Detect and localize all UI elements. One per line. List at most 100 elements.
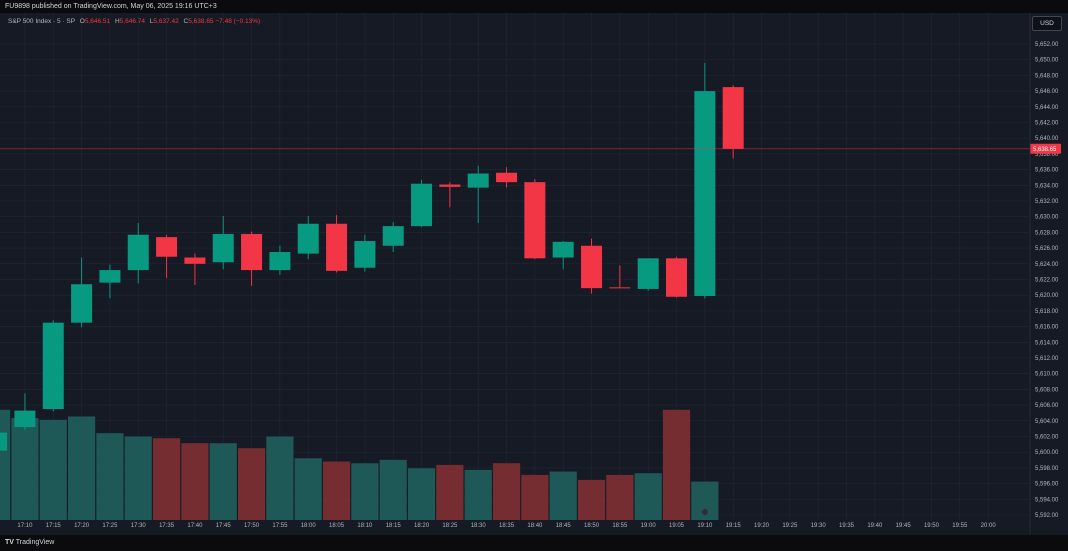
y-tick-label: 5,598.00 bbox=[1035, 466, 1059, 472]
candle bbox=[0, 432, 8, 451]
candle bbox=[184, 253, 206, 285]
candle-body bbox=[581, 245, 603, 289]
volume-bar bbox=[294, 458, 322, 520]
x-tick-label: 19:45 bbox=[896, 523, 912, 529]
x-tick-label: 17:40 bbox=[187, 523, 203, 529]
x-tick-label: 17:50 bbox=[244, 523, 260, 529]
x-tick-label: 19:40 bbox=[867, 523, 883, 529]
y-tick-label: 5,632.00 bbox=[1035, 199, 1059, 205]
x-tick-label: 19:05 bbox=[669, 523, 685, 529]
event-marker-icon bbox=[701, 508, 709, 516]
published-text: FU9898 published on TradingView.com, May… bbox=[5, 3, 217, 10]
candle-body bbox=[99, 270, 121, 283]
y-tick-label: 5,622.00 bbox=[1035, 278, 1059, 284]
volume-bar bbox=[67, 416, 96, 520]
x-tick-label: 20:00 bbox=[981, 523, 997, 529]
y-tick-label: 5,648.00 bbox=[1035, 73, 1059, 79]
candle-body bbox=[609, 287, 631, 289]
y-tick-label: 5,606.00 bbox=[1035, 403, 1059, 409]
y-tick-label: 5,592.00 bbox=[1035, 513, 1059, 519]
x-tick-label: 17:55 bbox=[272, 523, 288, 529]
candle-body bbox=[552, 241, 574, 258]
x-tick-label: 18:20 bbox=[414, 523, 430, 529]
y-tick-label: 5,636.00 bbox=[1035, 168, 1059, 174]
volume-bar bbox=[662, 409, 691, 520]
y-tick-label: 5,618.00 bbox=[1035, 309, 1059, 315]
y-tick-label: 5,602.00 bbox=[1035, 435, 1059, 441]
candle bbox=[297, 215, 319, 260]
volume-bar bbox=[351, 463, 379, 520]
volume-bar bbox=[492, 463, 521, 520]
low-value: 5,637.42 bbox=[153, 18, 179, 25]
x-tick-label: 19:55 bbox=[952, 523, 968, 529]
volume-bar bbox=[436, 464, 464, 520]
candlestick-chart[interactable]: 5,652.00 5,650.00 5,648.00 5,646.00 5,644.00… bbox=[0, 13, 1068, 535]
y-tick-label: 5,614.00 bbox=[1035, 340, 1059, 346]
candle bbox=[269, 245, 291, 275]
y-tick-label: 5,608.00 bbox=[1035, 387, 1059, 393]
symbol-name: S&P 500 Index · 5 · SP bbox=[8, 18, 75, 25]
high-label: H bbox=[114, 18, 120, 25]
candle-body bbox=[14, 410, 36, 428]
candle-body bbox=[467, 173, 489, 188]
candle-body bbox=[694, 91, 716, 296]
x-tick-label: 17:30 bbox=[131, 523, 147, 529]
candle bbox=[439, 182, 461, 208]
y-tick-label: 5,616.00 bbox=[1035, 325, 1059, 331]
y-axis: 5,652.00 5,650.00 5,648.00 5,646.00 5,644.00… bbox=[1035, 42, 1059, 519]
candle-body bbox=[269, 252, 291, 271]
x-tick-label: 18:10 bbox=[357, 523, 373, 529]
candle-body bbox=[382, 226, 404, 246]
y-tick-label: 5,596.00 bbox=[1035, 482, 1059, 488]
y-tick-label: 5,600.00 bbox=[1035, 450, 1059, 456]
x-tick-label: 19:35 bbox=[839, 523, 855, 529]
symbol-legend: S&P 500 Index · 5 · SP O5,646.51 H5,646.… bbox=[8, 18, 260, 25]
candle-body bbox=[42, 322, 64, 410]
volume-bar bbox=[266, 436, 294, 520]
candle bbox=[71, 257, 93, 328]
x-tick-label: 18:50 bbox=[584, 523, 600, 529]
volume-bar bbox=[521, 474, 549, 520]
candle-body bbox=[184, 257, 206, 264]
candle-body bbox=[439, 184, 461, 187]
candle bbox=[42, 320, 64, 412]
chart-area[interactable]: 5,652.00 5,650.00 5,648.00 5,646.00 5,644.00… bbox=[0, 13, 1068, 535]
x-tick-label: 17:35 bbox=[159, 523, 175, 529]
candle bbox=[496, 167, 518, 188]
x-tick-label: 19:50 bbox=[924, 523, 940, 529]
y-tick-label: 5,642.00 bbox=[1035, 121, 1059, 127]
candle bbox=[127, 222, 149, 284]
x-tick-label: 19:10 bbox=[697, 523, 713, 529]
tradingview-logo-icon: TV bbox=[5, 539, 14, 546]
y-tick-label: 5,628.00 bbox=[1035, 230, 1059, 236]
volume-bar bbox=[577, 479, 606, 520]
x-tick-label: 19:25 bbox=[782, 523, 798, 529]
y-tick-label: 5,652.00 bbox=[1035, 42, 1059, 48]
candle bbox=[609, 265, 631, 289]
candle-body bbox=[241, 233, 263, 271]
x-tick-label: 19:15 bbox=[726, 523, 742, 529]
y-tick-label: 5,612.00 bbox=[1035, 356, 1059, 362]
candle-body bbox=[411, 183, 433, 227]
x-tick-label: 18:05 bbox=[329, 523, 345, 529]
x-tick-label: 17:10 bbox=[17, 523, 33, 529]
volume-bar bbox=[181, 443, 209, 520]
candle-body bbox=[212, 233, 234, 263]
x-tick-label: 19:20 bbox=[754, 523, 770, 529]
y-tick-label: 5,610.00 bbox=[1035, 372, 1059, 378]
candle bbox=[552, 241, 574, 270]
y-tick-label: 5,646.00 bbox=[1035, 89, 1059, 95]
candle-body bbox=[496, 172, 518, 183]
volume-bar bbox=[0, 409, 11, 520]
candle bbox=[666, 256, 688, 298]
candle bbox=[382, 222, 404, 253]
candle-body bbox=[524, 182, 546, 259]
x-tick-label: 18:55 bbox=[612, 523, 628, 529]
volume-bar bbox=[549, 471, 577, 520]
y-tick-label: 5,634.00 bbox=[1035, 183, 1059, 189]
y-tick-label: 5,640.00 bbox=[1035, 136, 1059, 142]
currency-button[interactable]: USD bbox=[1032, 16, 1062, 31]
x-tick-label: 19:00 bbox=[641, 523, 657, 529]
candle-body bbox=[0, 432, 8, 451]
volume-bar bbox=[237, 448, 266, 520]
